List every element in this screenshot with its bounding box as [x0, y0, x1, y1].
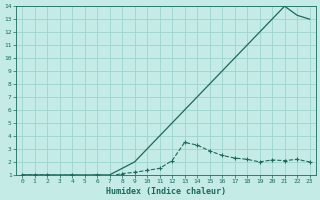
X-axis label: Humidex (Indice chaleur): Humidex (Indice chaleur) [106, 187, 226, 196]
